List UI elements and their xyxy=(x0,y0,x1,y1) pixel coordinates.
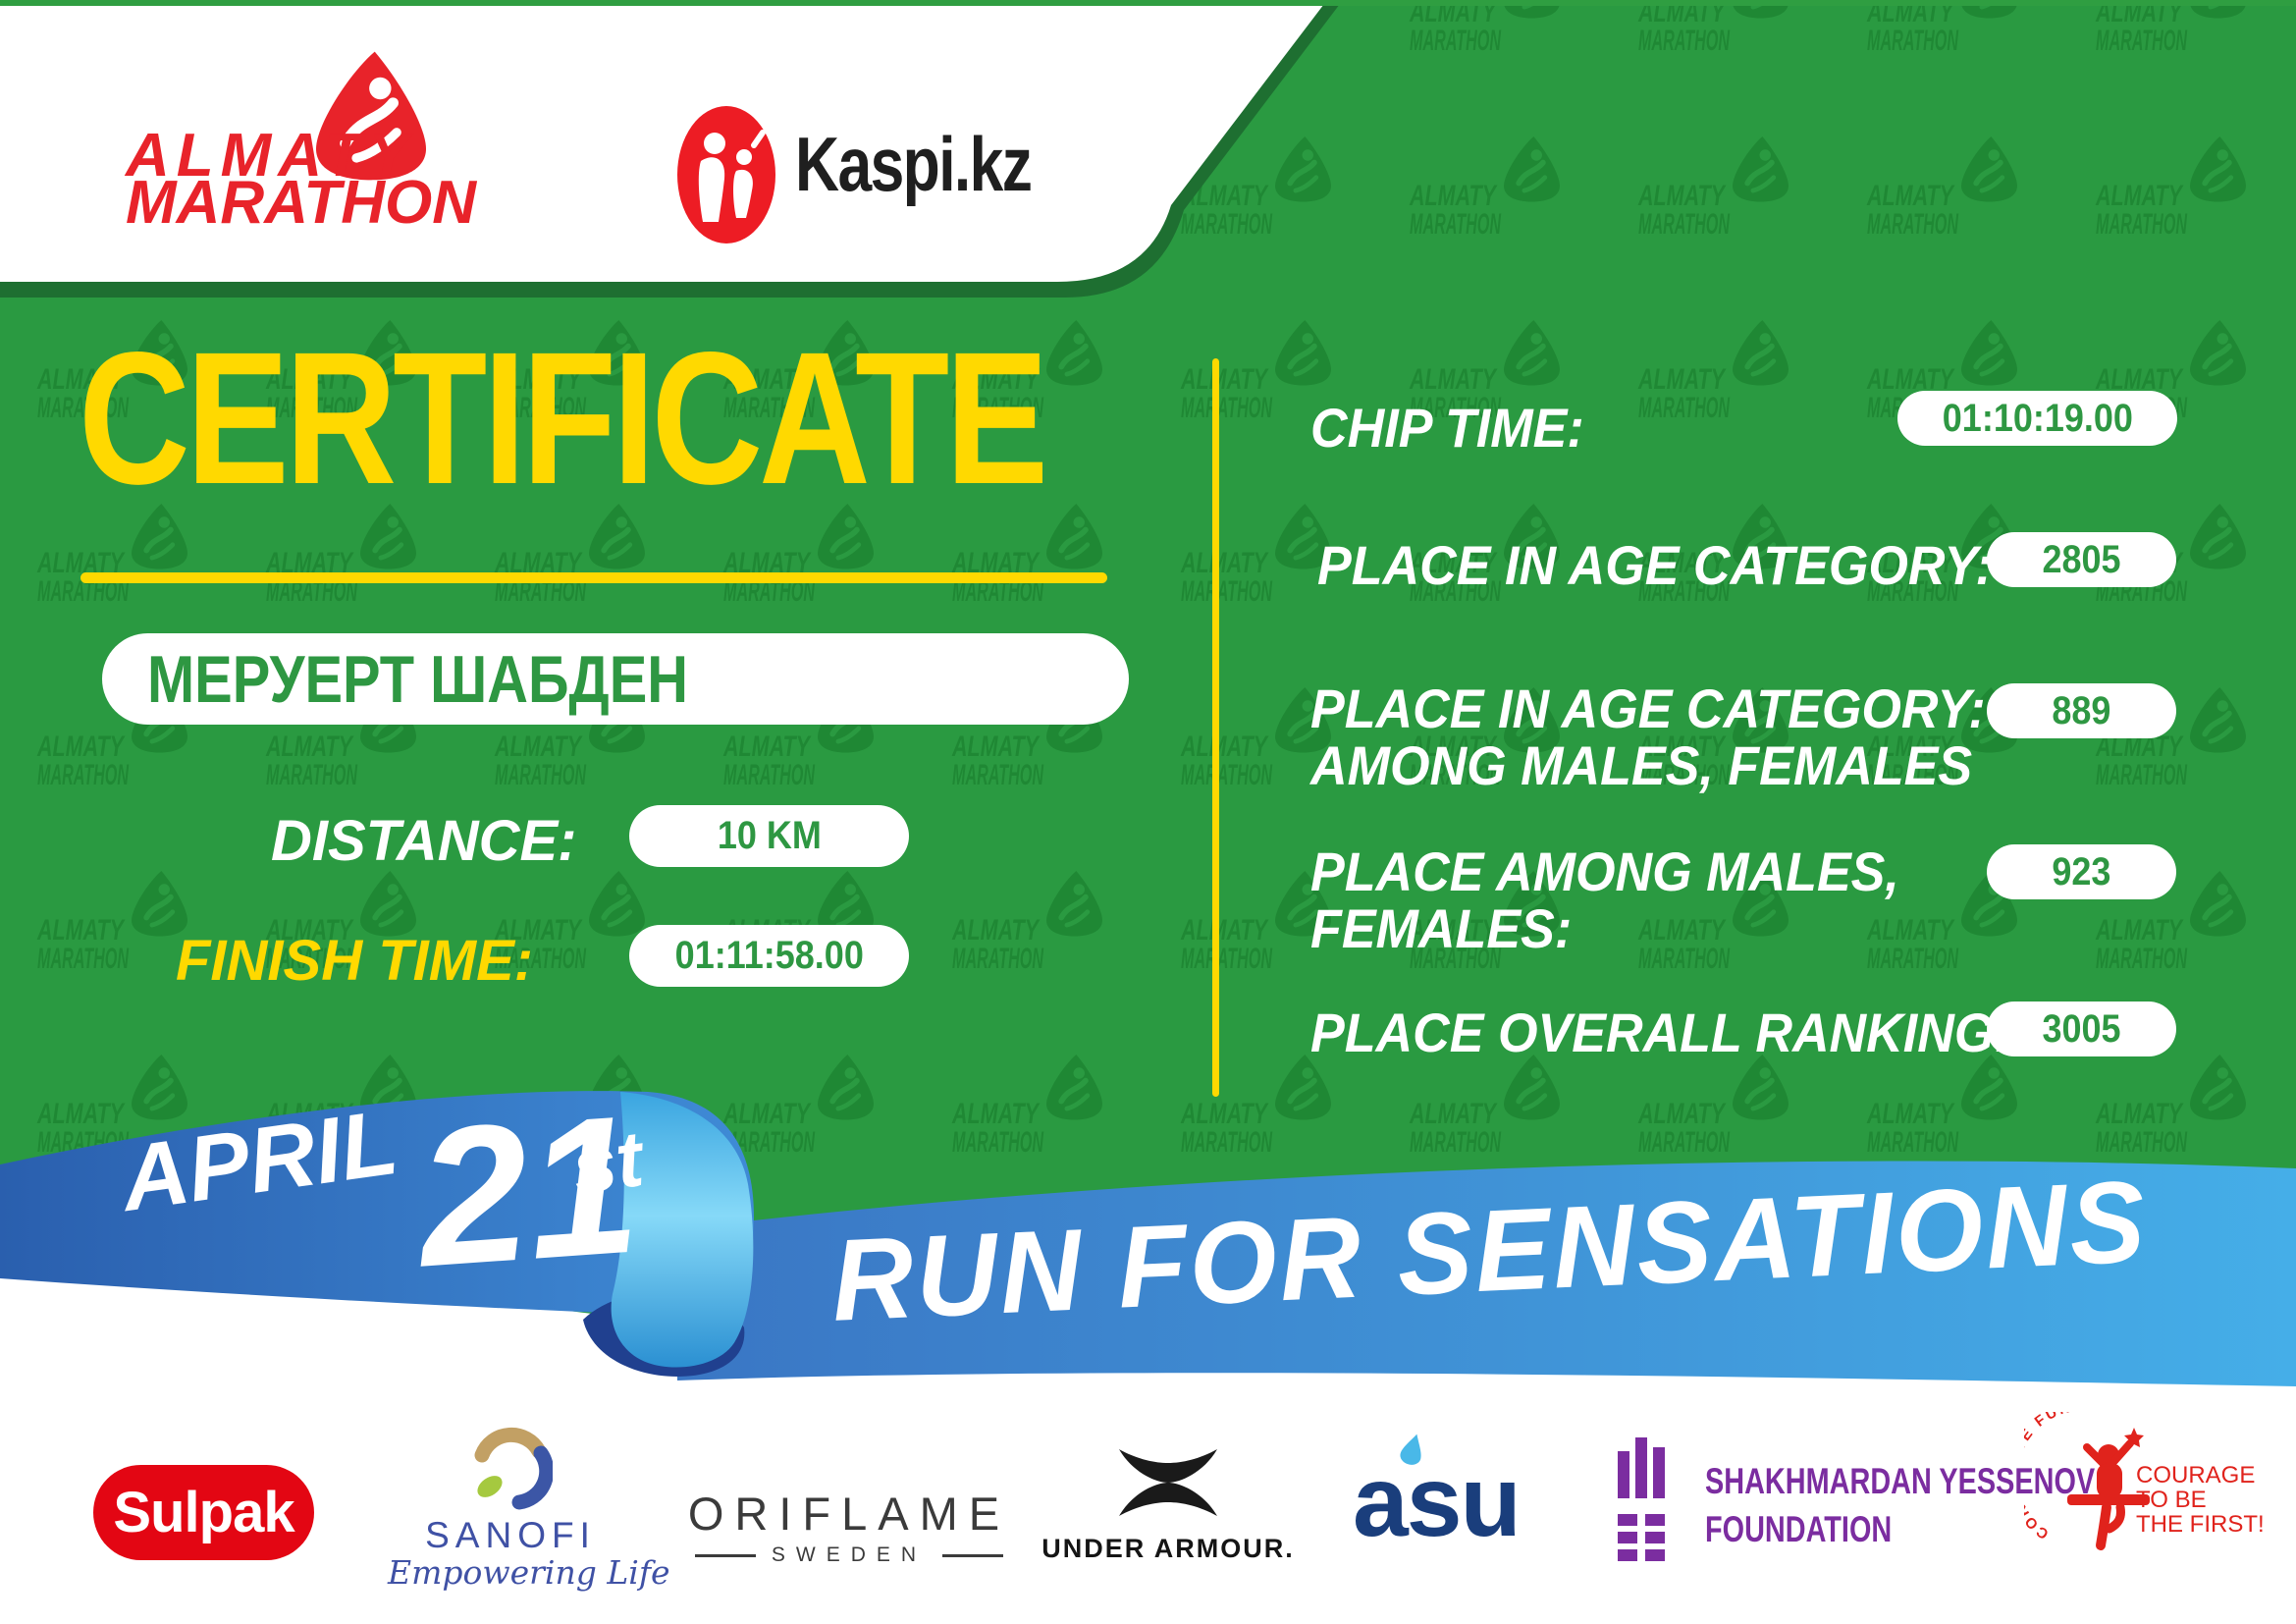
place-age-mf-value: 889 xyxy=(2052,688,2111,732)
place-age-mf-label-line2: AMONG MALES, FEMALES xyxy=(1310,734,1973,796)
courage-line3: THE FIRST! xyxy=(2136,1511,2265,1538)
place-mf-value: 923 xyxy=(2052,849,2111,893)
sulpak-logo: Sulpak xyxy=(93,1465,314,1560)
sanofi-tagline: Empowering Life xyxy=(388,1553,670,1592)
finish-time-value-pill: 01:11:58.00 xyxy=(629,925,909,987)
distance-label: DISTANCE: xyxy=(271,809,577,873)
finish-time-value: 01:11:58.00 xyxy=(674,934,864,977)
place-mf-label-line2: FEMALES: xyxy=(1310,897,1573,959)
almaty-marathon-drop-icon xyxy=(316,51,426,181)
participant-name: МЕРУЕРТ ШАБДЕН xyxy=(147,641,688,717)
place-age-category-value: 2805 xyxy=(2042,537,2121,581)
top-border xyxy=(0,0,2296,6)
certificate-title: CERTIFICATE xyxy=(79,312,1048,523)
chip-time-value: 01:10:19.00 xyxy=(1942,396,2133,440)
under-armour-icon xyxy=(1119,1449,1217,1516)
courage-line1: COURAGE xyxy=(2136,1462,2256,1489)
finish-time-label: FINISH TIME: xyxy=(176,929,534,993)
sanofi-logo-text: SANOFI xyxy=(425,1515,596,1555)
yessenov-line2: FOUNDATION xyxy=(1705,1509,1893,1549)
oriflame-sub-text: SWEDEN xyxy=(771,1543,928,1566)
place-overall-pill: 3005 xyxy=(1987,1001,2176,1056)
place-age-mf-label-line1: PLACE IN AGE CATEGORY: xyxy=(1310,677,1986,739)
place-age-mf-pill: 889 xyxy=(1987,683,2176,738)
kaspi-icon xyxy=(677,106,775,244)
almaty-logo-line2: MARATHON xyxy=(126,169,477,237)
oriflame-right-rule xyxy=(942,1553,1004,1557)
courage-fund-icon: CORPORATE FUND xyxy=(2024,1412,2150,1550)
asu-logo-text: asu xyxy=(1353,1445,1522,1557)
sanofi-icon xyxy=(474,1427,553,1510)
sponsor-band xyxy=(0,1271,2296,1624)
yessenov-foundation-icon xyxy=(1618,1437,1665,1561)
participant-name-field: МЕРУЕРТ ШАБДЕН xyxy=(102,633,1129,725)
kaspi-logo-text: Kaspi.kz xyxy=(795,121,1033,207)
place-age-category-pill: 2805 xyxy=(1987,532,2176,587)
ribbon-day-suffix: st xyxy=(566,1114,649,1212)
oriflame-logo-text: ORIFLAME xyxy=(687,1488,1011,1540)
under-armour-text: UNDER ARMOUR. xyxy=(1041,1534,1295,1563)
place-age-category-label: PLACE IN AGE CATEGORY: xyxy=(1317,534,1993,596)
distance-value-pill: 10 KM xyxy=(629,805,909,867)
place-overall-value: 3005 xyxy=(2042,1006,2121,1051)
yessenov-foundation-text: SHAKHMARDAN YESSENOV FOUNDATION xyxy=(1705,1457,2095,1553)
sulpak-logo-text: Sulpak xyxy=(113,1481,294,1544)
asu-droplet-icon xyxy=(1400,1434,1421,1465)
courage-line2: TO BE xyxy=(2136,1487,2207,1513)
place-overall-label: PLACE OVERALL RANKING: xyxy=(1310,1001,2011,1063)
almaty-logo-line1: ALMATY xyxy=(126,122,416,189)
place-mf-label-line1: PLACE AMONG MALES, xyxy=(1310,840,1899,902)
yessenov-line1: SHAKHMARDAN YESSENOV xyxy=(1705,1461,2096,1501)
distance-value: 10 KM xyxy=(717,814,822,857)
results-divider-line xyxy=(1212,358,1219,1097)
chip-time-pill: 01:10:19.00 xyxy=(1897,391,2177,446)
header-band xyxy=(0,0,1327,282)
svg-text:CORPORATE FUND: CORPORATE FUND xyxy=(2024,1412,2086,1543)
courage-arc-text: CORPORATE FUND xyxy=(2024,1412,2084,1543)
oriflame-left-rule xyxy=(694,1553,756,1557)
chip-time-label: CHIP TIME: xyxy=(1310,397,1584,459)
courage-fund-text: COURAGE TO BE THE FIRST! xyxy=(2136,1463,2265,1537)
ribbon-roll xyxy=(611,1092,754,1368)
oriflame-sub-row: SWEDEN xyxy=(687,1543,1011,1567)
place-mf-pill: 923 xyxy=(1987,844,2176,899)
ribbon-banner xyxy=(0,1091,2296,1386)
ribbon-right-band xyxy=(677,1161,2296,1386)
ribbon-left-band xyxy=(0,1091,754,1316)
title-underline xyxy=(80,572,1107,583)
